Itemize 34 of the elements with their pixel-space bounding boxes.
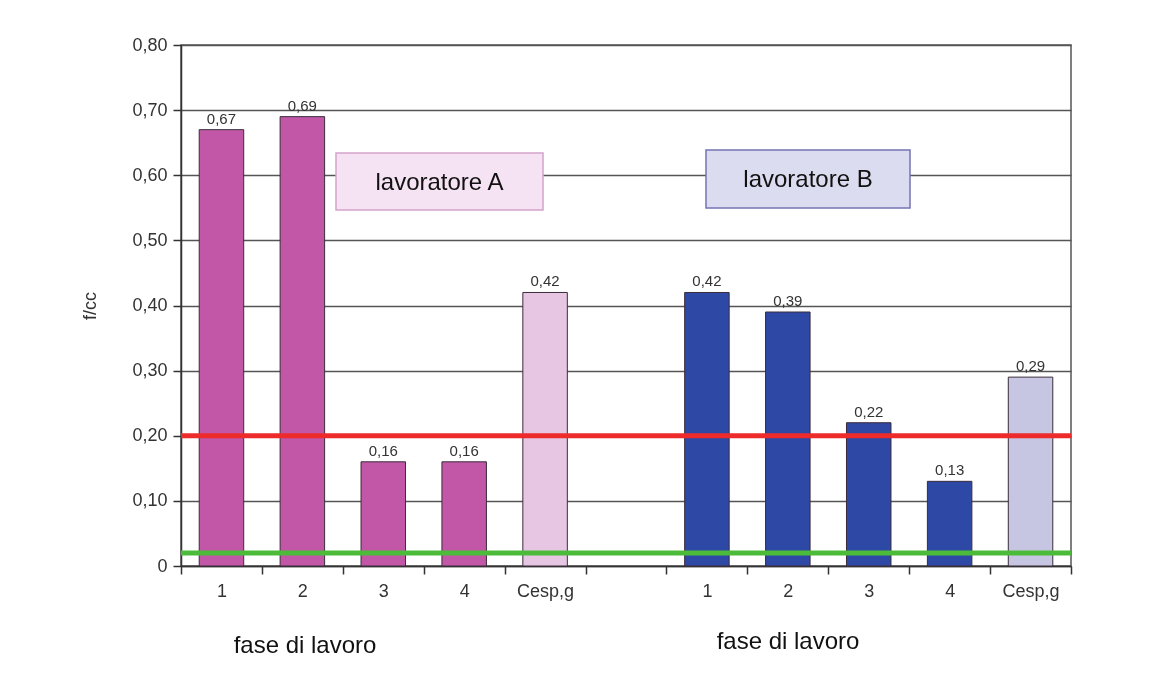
annotation: lavoratore A [375,167,504,195]
x-tick-label: Cesp,g [1002,580,1060,601]
x-tick-label: 3 [378,580,389,601]
y-tick-label: 0,60 [132,164,168,185]
y-tick-label: 0,80 [132,34,168,55]
text: fase di lavoro [233,631,377,658]
data-label: 0,39 [773,292,803,310]
data-label: 0,13 [935,461,965,479]
annotation: lavoratore B [743,165,873,192]
x-tick-label: 3 [864,580,875,601]
y-tick-label: 0,50 [132,229,168,250]
y-tick-label: 0 [157,555,168,576]
x-tick-label: 4 [459,580,470,601]
data-label: 0,16 [449,441,479,459]
y-tick-label: 0,30 [132,360,168,381]
x-tick-label: 1 [702,580,713,601]
x-tick-label: 4 [945,580,956,601]
y-axis-title: f/cc [79,291,100,321]
data-label: 0,22 [854,402,884,420]
data-label: 0,42 [692,272,722,290]
x-tick-label: 2 [297,580,308,601]
y-tick-label: 0,40 [132,295,168,315]
y-tick-label: 0,10 [132,490,168,511]
y-tick-label: 0,70 [132,99,168,120]
data-label: 0,42 [530,272,560,290]
x-tick-label: 2 [783,580,794,601]
x-tick-label: Cesp,g [517,580,575,601]
data-label: 0,16 [368,441,398,459]
data-label: 0,69 [287,96,317,114]
data-label: 0,29 [1015,357,1046,375]
text: fase di lavoro [716,627,860,654]
x-tick-label: 1 [216,580,227,601]
data-label: 0,67 [206,109,237,127]
y-tick-label: 0,20 [132,425,168,446]
